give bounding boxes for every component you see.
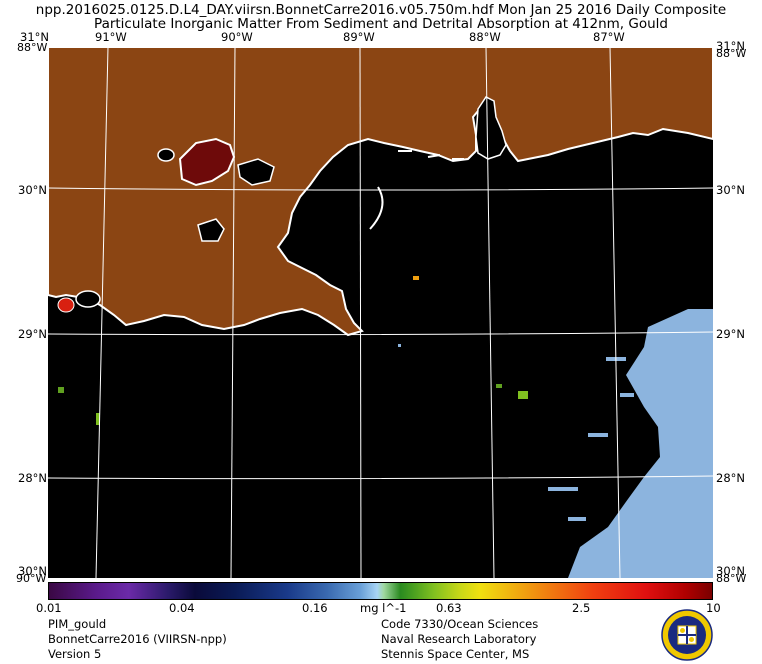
lake-pontchartrain: [178, 137, 236, 187]
corner-lon-bottom-right: 88°W: [716, 572, 747, 585]
lon-label-top-87: 87°W: [593, 30, 625, 44]
colorbar-tick-2: 0.16: [302, 601, 328, 615]
barataria-basin: [197, 218, 225, 242]
colorbar-tick-3: 0.63: [436, 601, 462, 615]
lake-maurepas: [157, 148, 175, 162]
product-name: PIM_gould: [48, 617, 107, 631]
corner-lat-bottom-left: 30°N: [18, 564, 47, 578]
colorbar-units: mg l^-1: [360, 601, 407, 615]
dataset-name: BonnetCarre2016 (VIIRSN-npp): [48, 632, 227, 646]
corner-lat-bottom-right: 30°N: [716, 564, 745, 578]
lon-label-top-89: 89°W: [343, 30, 375, 44]
lat-label-right-29: 29°N: [716, 327, 745, 341]
version-label: Version 5: [48, 647, 102, 661]
inland-lake: [75, 290, 101, 308]
title-line-1: npp.2016025.0125.D.L4_DAY.viirsn.BonnetC…: [35, 2, 727, 18]
lat-label-left-28: 28°N: [18, 471, 47, 485]
org-name: Naval Research Laboratory: [381, 632, 537, 646]
org-code: Code 7330/Ocean Sciences: [381, 617, 539, 631]
corner-lon-top-left: 88°W: [17, 41, 48, 54]
colorbar-tick-4: 2.5: [572, 601, 591, 615]
nrl-seal-icon: [661, 609, 713, 661]
corner-lat-top-left: 31°N: [20, 30, 49, 44]
pim-pixels: [58, 276, 528, 425]
mobile-bay: [475, 96, 507, 160]
lon-label-top-90: 90°W: [221, 30, 253, 44]
lake-borgne: [237, 158, 275, 186]
pim-map: [48, 47, 713, 578]
lon-label-top-91: 91°W: [95, 30, 127, 44]
org-location: Stennis Space Center, MS: [381, 647, 530, 661]
corner-lat-top-right: 31°N: [716, 39, 745, 53]
lat-label-right-28: 28°N: [716, 471, 745, 485]
colorbar-tick-5: 10: [706, 601, 721, 615]
lon-label-top-88: 88°W: [469, 30, 501, 44]
lat-label-left-30: 30°N: [18, 183, 47, 197]
graticule: [48, 47, 713, 578]
land-mass: [48, 47, 713, 337]
colorbar-tick-0: 0.01: [36, 601, 62, 615]
title-line-2: Particulate Inorganic Matter From Sedime…: [94, 16, 668, 32]
corner-lon-top-right: 88°W: [716, 47, 747, 60]
colorbar-tick-1: 0.04: [169, 601, 195, 615]
lat-label-right-30: 30°N: [716, 183, 745, 197]
lat-label-left-29: 29°N: [18, 327, 47, 341]
high-pim-coast: [57, 297, 75, 313]
colorbar: [48, 582, 713, 600]
corner-lon-bottom-left: 90°W: [16, 572, 47, 585]
barrier-islands: [398, 150, 464, 160]
